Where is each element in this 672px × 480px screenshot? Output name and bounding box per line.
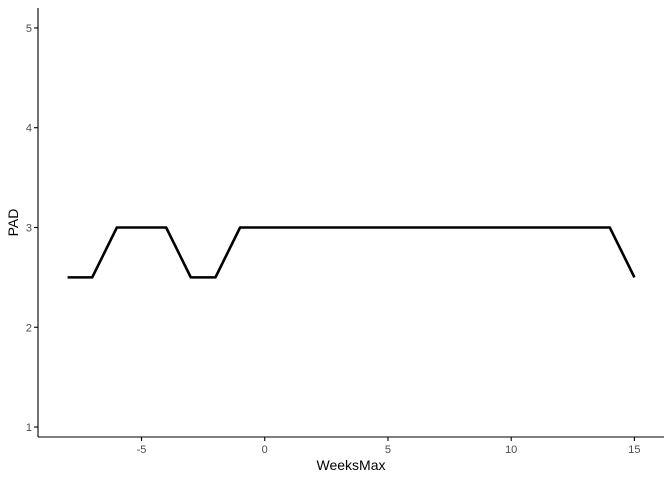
x-axis-title: WeeksMax [317,457,386,473]
y-tick-label: 4 [26,123,32,135]
y-axis-ticks: 1 2 3 4 5 [26,23,38,434]
x-tick-label: 0 [262,444,268,456]
x-axis-ticks: -5 0 5 10 15 [137,437,641,456]
plot-area [67,226,636,279]
x-tick-label: 5 [385,444,391,456]
x-tick-label: 10 [505,444,517,456]
y-tick-label: 2 [26,322,32,334]
series-line [67,226,636,279]
y-axis-title: PAD [5,209,21,237]
y-tick-label: 5 [26,23,32,35]
x-tick-label: 15 [628,444,640,456]
y-tick-label: 3 [26,222,32,234]
x-tick-label: -5 [137,444,147,456]
y-tick-label: 1 [26,422,32,434]
